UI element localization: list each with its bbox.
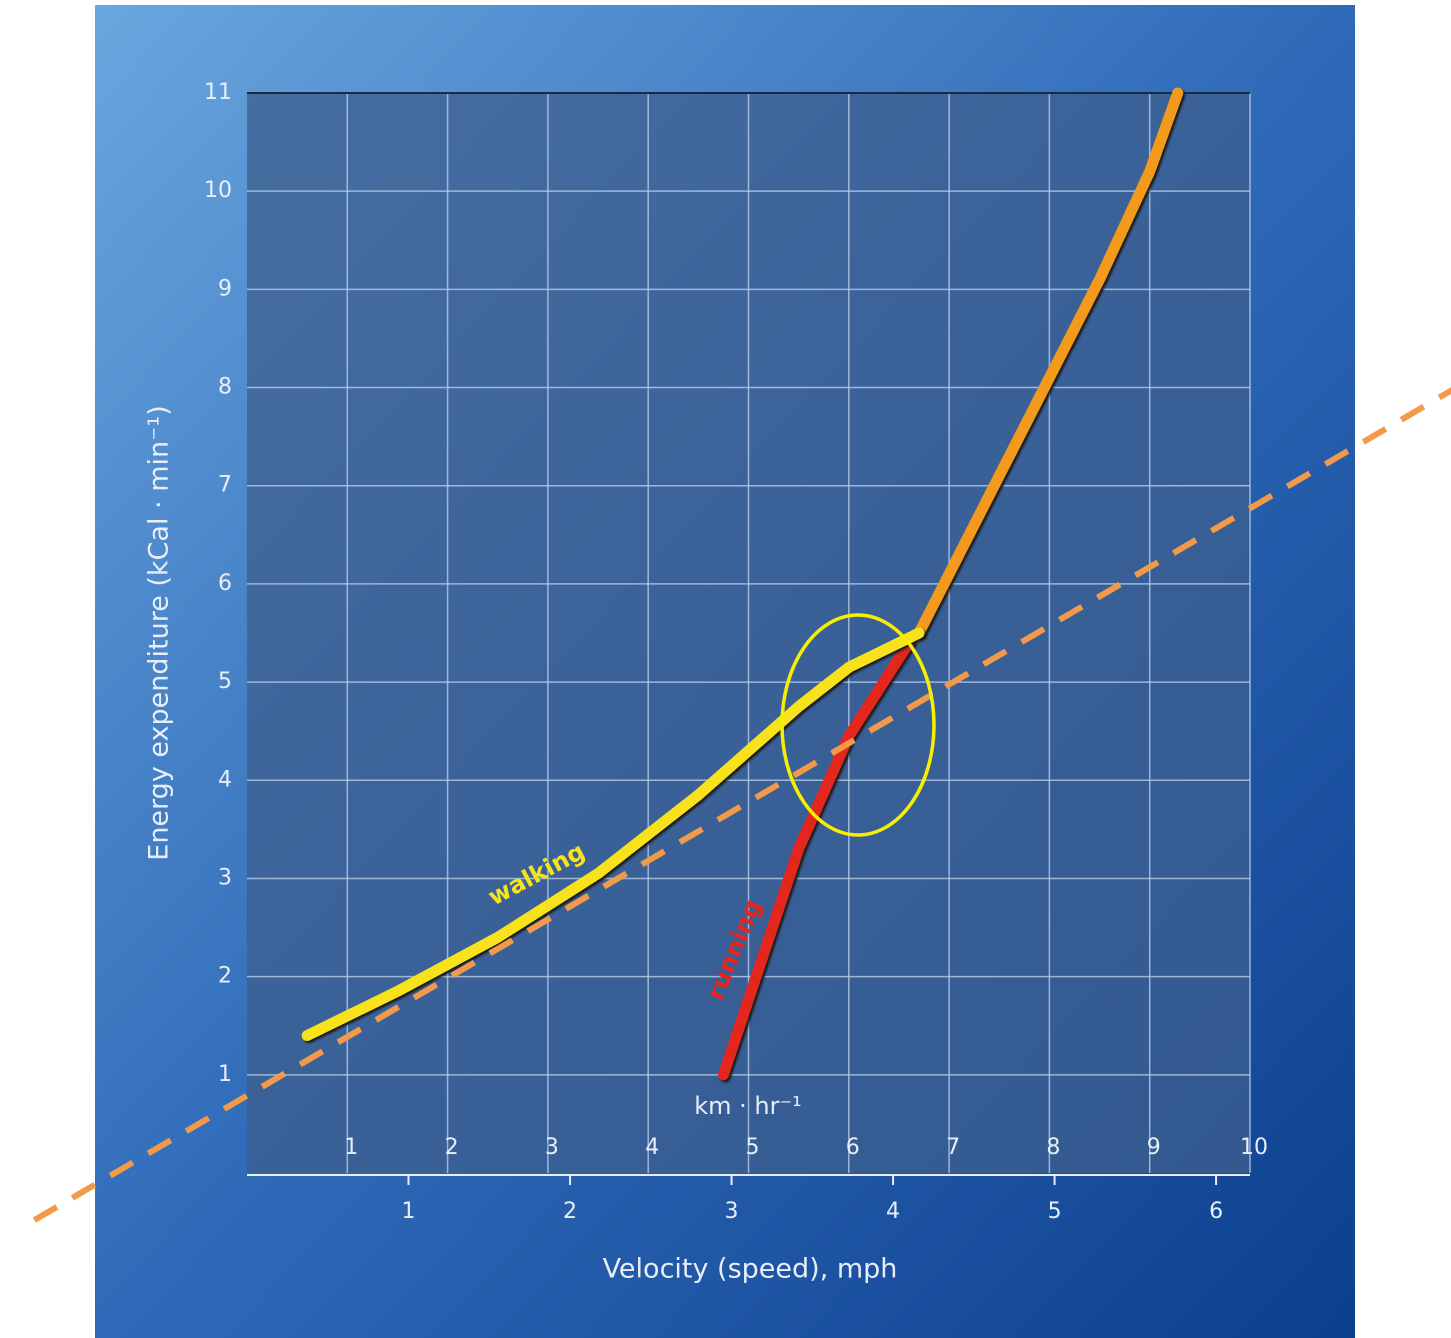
x-axis-title: Velocity (speed), mph bbox=[603, 1254, 898, 1285]
x-tick-label: 3 bbox=[545, 1135, 559, 1160]
x-tick-label: 9 bbox=[1147, 1135, 1161, 1160]
y-tick-label: 10 bbox=[204, 178, 232, 203]
x2-tick-label: 4 bbox=[886, 1199, 900, 1224]
x-tick-label: 10 bbox=[1240, 1135, 1268, 1160]
y-tick-label: 1 bbox=[218, 1062, 232, 1087]
y-tick-label: 11 bbox=[204, 80, 232, 105]
y-tick-label: 6 bbox=[218, 571, 232, 596]
x-tick-label: 8 bbox=[1046, 1135, 1060, 1160]
x-unit-label: km · hr⁻¹ bbox=[694, 1092, 802, 1120]
x-tick-label: 6 bbox=[846, 1135, 860, 1160]
page: walking running km · hr⁻¹ Energy expendi… bbox=[0, 0, 1451, 1338]
y-axis-title: Energy expenditure (kCal · min⁻¹) bbox=[144, 405, 175, 860]
y-tick-label: 3 bbox=[218, 865, 232, 890]
y-tick-label: 5 bbox=[218, 669, 232, 694]
y-tick-label: 4 bbox=[218, 767, 232, 792]
x2-tick-label: 5 bbox=[1048, 1199, 1062, 1224]
y-tick-label: 9 bbox=[218, 276, 232, 301]
chart: walking running km · hr⁻¹ Energy expendi… bbox=[0, 0, 1451, 1338]
y-tick-label: 7 bbox=[218, 473, 232, 498]
x-tick-label: 1 bbox=[344, 1135, 358, 1160]
x-tick-label: 4 bbox=[645, 1135, 659, 1160]
x-tick-label: 7 bbox=[946, 1135, 960, 1160]
x2-tick-label: 1 bbox=[402, 1199, 416, 1224]
x-tick-label: 2 bbox=[445, 1135, 459, 1160]
y-tick-label: 2 bbox=[218, 964, 232, 989]
y-tick-label: 8 bbox=[218, 375, 232, 400]
x-tick-label: 5 bbox=[746, 1135, 760, 1160]
x2-tick-label: 3 bbox=[725, 1199, 739, 1224]
x2-tick-label: 6 bbox=[1209, 1199, 1223, 1224]
x2-tick-label: 2 bbox=[563, 1199, 577, 1224]
